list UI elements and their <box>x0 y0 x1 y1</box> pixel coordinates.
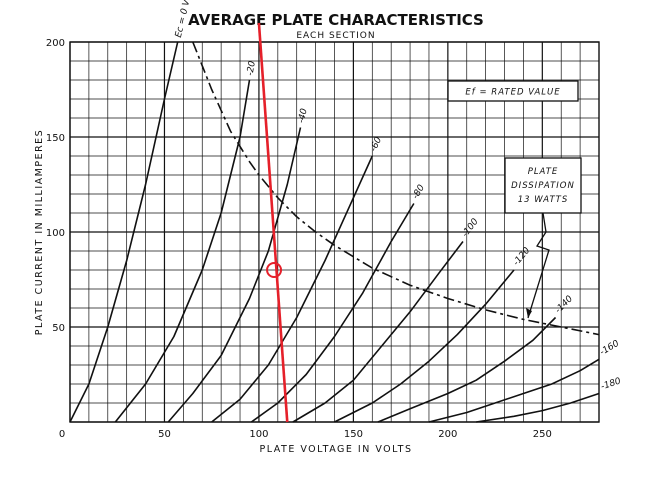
x-tick-label: 100 <box>249 429 268 440</box>
bias-curve <box>476 392 600 423</box>
dissipation-label-box: PLATE DISSIPATION 13 WATTS <box>504 157 582 319</box>
bias-curve <box>114 79 251 423</box>
bias-curve-label: -60 <box>369 135 384 153</box>
bias-curve-label: -140 <box>554 294 576 316</box>
x-tick-label: 150 <box>344 429 363 440</box>
bias-curve <box>211 155 374 423</box>
rated-value-text: Ef = RATED VALUE <box>465 88 560 98</box>
y-tick-label: 100 <box>46 228 65 239</box>
dissipation-pointer-arrow <box>526 308 532 318</box>
chart-title: AVERAGE PLATE CHARACTERISTICS <box>188 11 484 29</box>
x-axis-label: PLATE VOLTAGE IN VOLTS <box>260 444 413 455</box>
bias-curve <box>334 269 515 423</box>
y-tick-labels: 50 100 150 200 <box>46 38 65 334</box>
bias-curve <box>428 358 600 423</box>
x-tick-label: 250 <box>533 429 552 440</box>
dissipation-pointer <box>527 212 550 319</box>
bias-curve <box>69 41 179 423</box>
x-tick-label: 0 <box>59 429 65 440</box>
x-tick-labels: 0 50 100 150 200 250 <box>59 429 552 440</box>
y-tick-label: 150 <box>46 133 65 144</box>
grid-bias-curves: Ec = 0 VOLTS-20-40-60-80-100-120-140-160… <box>69 0 623 423</box>
bias-curve-label: -180 <box>600 376 623 392</box>
dissipation-label-line-2: DISSIPATION <box>511 181 575 191</box>
dissipation-label-frame <box>504 157 582 214</box>
bias-curve-label: -40 <box>297 107 310 124</box>
x-tick-label: 50 <box>158 429 171 440</box>
bias-curve-label: -120 <box>512 246 533 268</box>
bias-curve <box>377 316 557 423</box>
rated-value-box: Ef = RATED VALUE <box>447 80 579 102</box>
load-line <box>257 22 289 423</box>
plate-dissipation-curve <box>192 41 600 336</box>
dissipation-label-line-1: PLATE <box>528 167 559 177</box>
bias-curve <box>167 127 302 423</box>
y-axis-label: PLATE CURRENT IN MILLIAMPERES <box>34 129 45 335</box>
x-tick-label: 200 <box>438 429 457 440</box>
y-tick-label: 200 <box>46 38 65 49</box>
bias-curve-label: -100 <box>460 217 480 240</box>
bias-curve-label: -20 <box>246 60 258 76</box>
bias-curve <box>250 203 415 423</box>
dissipation-label-line-3: 13 WATTS <box>518 195 568 205</box>
bias-curve-label: -160 <box>598 339 621 358</box>
y-tick-label: 50 <box>52 323 65 334</box>
operating-point-marker <box>266 262 283 278</box>
rated-value-frame <box>447 80 579 102</box>
chart-subtitle: EACH SECTION <box>296 31 375 41</box>
bias-curve <box>292 241 464 423</box>
bias-curve-label: -80 <box>411 183 427 201</box>
